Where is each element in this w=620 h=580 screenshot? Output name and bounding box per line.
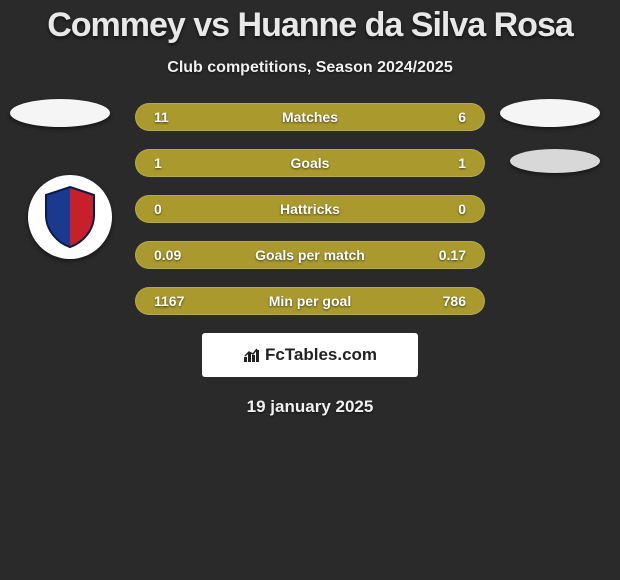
player-right-placeholder-1	[500, 99, 600, 127]
stat-label: Matches	[136, 109, 484, 125]
stat-label: Goals	[136, 155, 484, 171]
stat-right-value: 786	[443, 293, 466, 309]
stat-left-value: 0	[154, 201, 162, 217]
stat-label: Min per goal	[136, 293, 484, 309]
stat-label: Goals per match	[136, 247, 484, 263]
stat-row: 0.09 Goals per match 0.17	[135, 241, 485, 269]
stat-left-value: 11	[154, 109, 169, 125]
stat-row: 1167 Min per goal 786	[135, 287, 485, 315]
page-title: Commey vs Huanne da Silva Rosa	[0, 0, 620, 45]
stat-left-value: 1167	[154, 293, 184, 309]
date-text: 19 january 2025	[0, 397, 620, 417]
page-subtitle: Club competitions, Season 2024/2025	[0, 59, 620, 77]
stat-left-value: 1	[154, 155, 162, 171]
stat-right-value: 0.17	[439, 247, 466, 263]
stat-label: Hattricks	[136, 201, 484, 217]
shield-icon	[42, 185, 98, 249]
player-right-placeholder-2	[510, 149, 600, 173]
stat-row: 11 Matches 6	[135, 103, 485, 131]
stat-right-value: 1	[458, 155, 466, 171]
brand-footer[interactable]: FcTables.com	[202, 333, 418, 377]
comparison-card: Commey vs Huanne da Silva Rosa Club comp…	[0, 0, 620, 580]
player-left-placeholder	[10, 99, 110, 127]
stats-area: 11 Matches 6 1 Goals 1 0 Hattricks 0 0.0…	[0, 103, 620, 315]
stat-row: 0 Hattricks 0	[135, 195, 485, 223]
club-badge-left	[28, 175, 112, 259]
stat-right-value: 6	[458, 109, 466, 125]
stat-right-value: 0	[458, 201, 466, 217]
bar-chart-icon	[243, 347, 261, 363]
stat-row: 1 Goals 1	[135, 149, 485, 177]
brand-text: FcTables.com	[265, 345, 377, 365]
stat-left-value: 0.09	[154, 247, 181, 263]
